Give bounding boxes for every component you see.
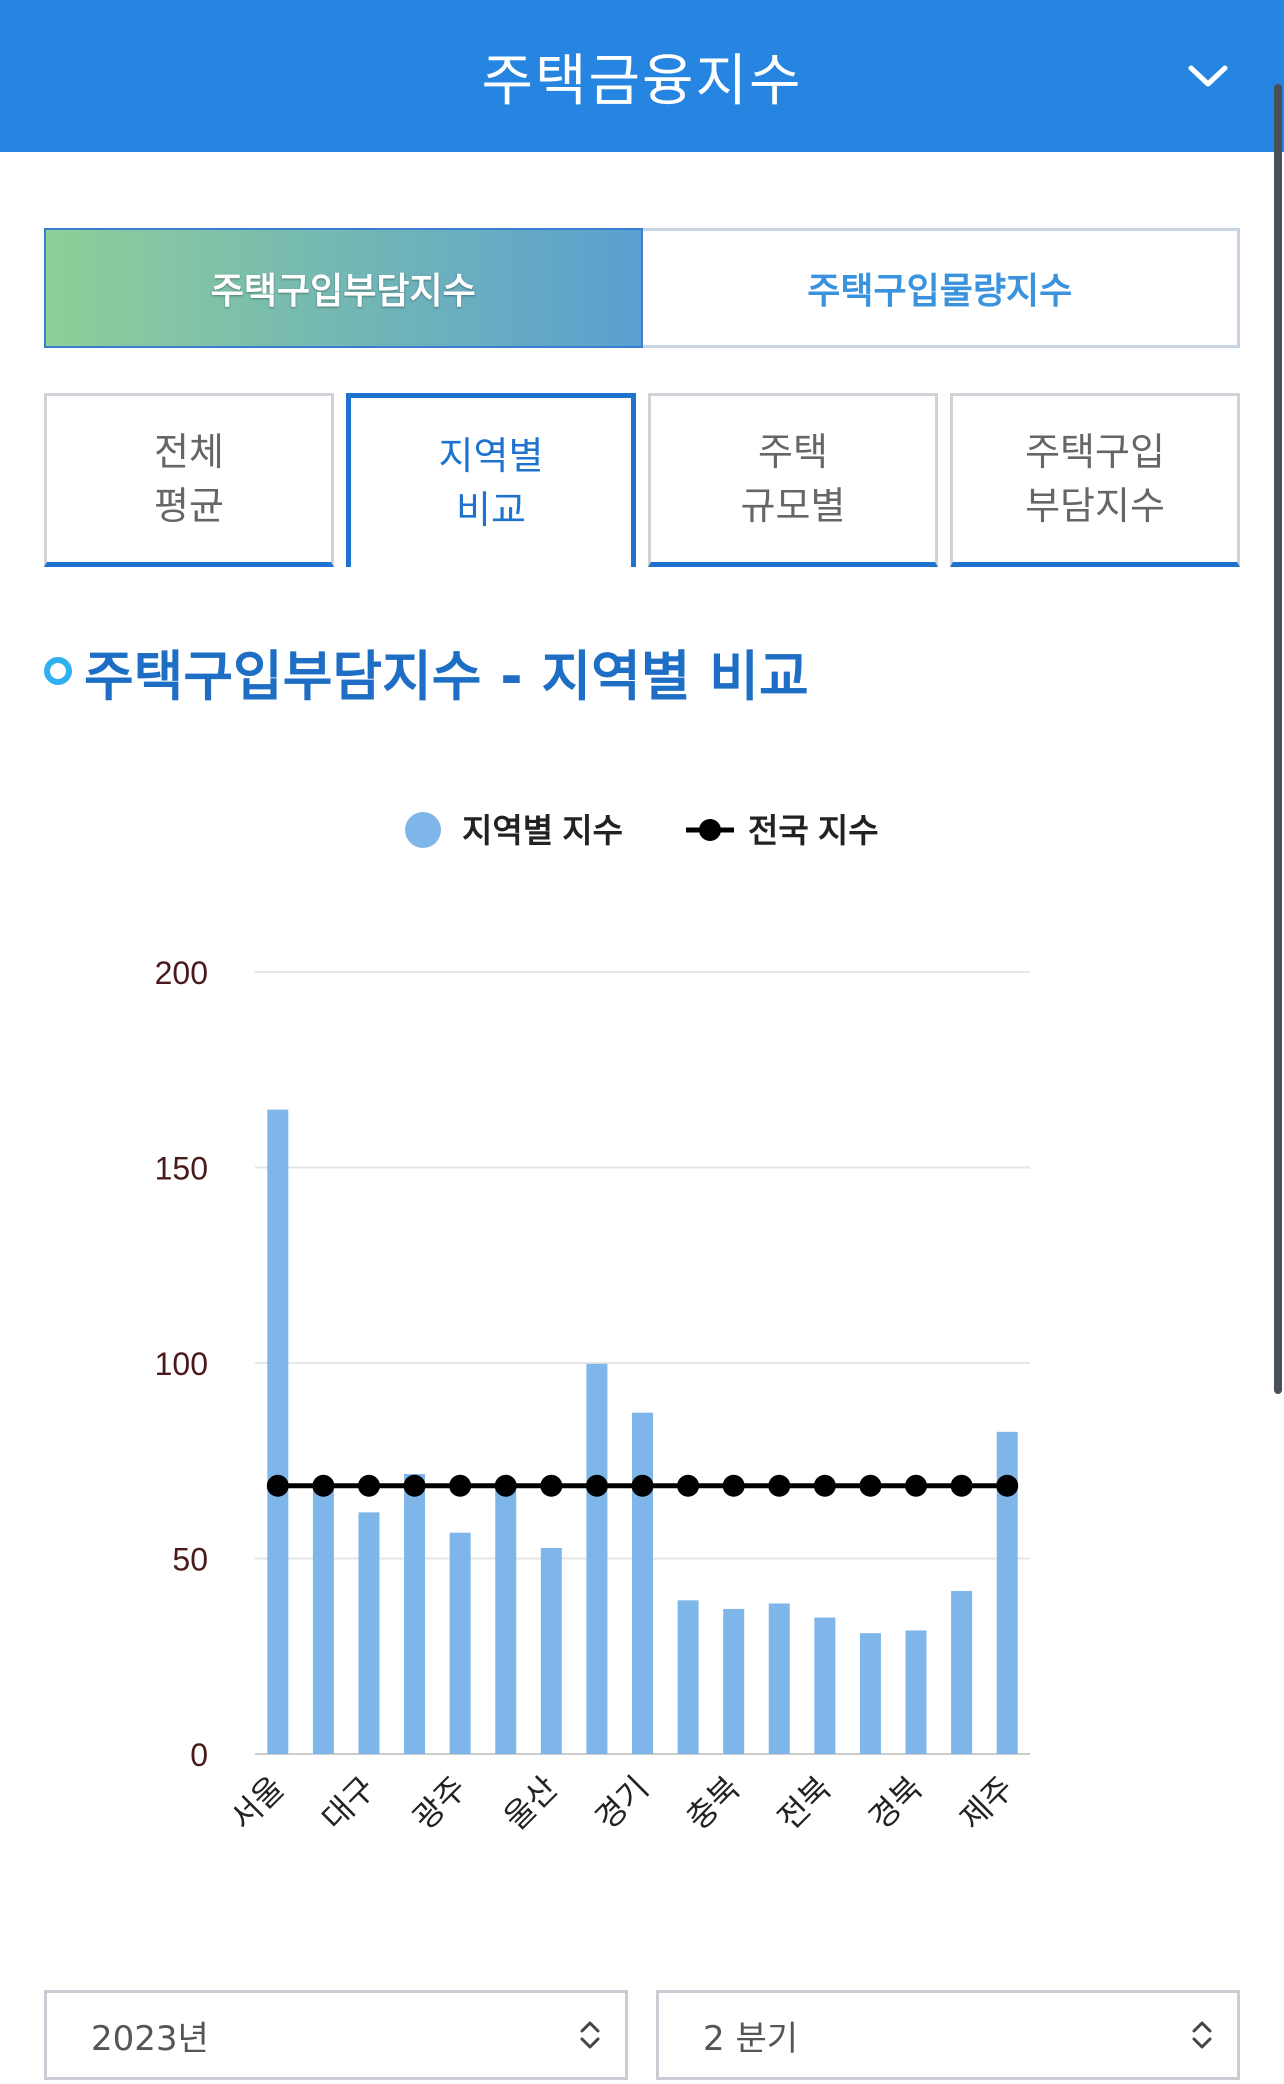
x-tick-label: 경기 [588, 1769, 655, 1836]
bar-경남 [951, 1590, 973, 1754]
national-index-point [312, 1474, 335, 1497]
bar-세종 [586, 1363, 608, 1754]
national-index-point [950, 1474, 973, 1497]
x-tick-label: 서울 [224, 1769, 291, 1836]
tab-by-housing-size[interactable]: 주택 규모별 [648, 393, 938, 567]
national-index-point [813, 1474, 836, 1497]
period-filters: 2023년 2 분기 [44, 1990, 1240, 2080]
tab-label-line2: 평균 [154, 484, 224, 528]
app-header: 주택금융지수 [0, 0, 1284, 152]
legend-line-label: 전국 지수 [748, 812, 879, 849]
national-index-point [357, 1474, 380, 1497]
legend-bar-label: 지역별 지수 [462, 812, 623, 849]
tab-regional-comparison[interactable]: 지역별 비교 [346, 393, 636, 567]
y-tick-label: 50 [172, 1542, 208, 1578]
y-tick-label: 150 [155, 1151, 208, 1187]
national-index-point [631, 1474, 654, 1497]
tab-overall-average[interactable]: 전체 평균 [44, 393, 334, 567]
x-tick-label: 전북 [771, 1769, 838, 1836]
bar-인천 [404, 1474, 426, 1754]
year-select[interactable]: 2023년 [44, 1990, 628, 2080]
bar-전북 [814, 1617, 836, 1754]
national-index-point [494, 1474, 517, 1497]
bar-충남 [768, 1603, 790, 1754]
tab-purchase-burden-index[interactable]: 주택구입부담지수 [44, 228, 643, 348]
legend-line-dot [699, 819, 721, 841]
view-tabs: 전체 평균 지역별 비교 주택 규모별 주택구입 부담지수 [44, 393, 1240, 567]
national-index-point [996, 1474, 1019, 1497]
national-index-point [768, 1474, 791, 1497]
year-select-value: 2023년 [91, 2018, 209, 2059]
tab-label-line1: 주택 [758, 430, 828, 474]
index-type-tabs: 주택구입부담지수 주택구입물량지수 [44, 228, 1240, 348]
page-title: 주택금융지수 [481, 48, 803, 114]
bar-서울 [267, 1109, 289, 1754]
tab-label-line2: 비교 [456, 487, 526, 532]
menu-toggle-button[interactable] [1184, 52, 1232, 100]
national-index-point [449, 1474, 472, 1497]
bar-강원 [677, 1600, 699, 1754]
bar-부산 [312, 1488, 334, 1754]
national-index-point [859, 1474, 882, 1497]
x-tick-label: 대구 [315, 1769, 382, 1836]
national-index-point [905, 1474, 928, 1497]
bar-제주 [996, 1431, 1018, 1754]
legend-bar-marker [405, 812, 441, 848]
bar-대전 [495, 1486, 517, 1754]
bar-경북 [905, 1630, 927, 1754]
y-tick-label: 0 [190, 1737, 208, 1773]
national-index-point [722, 1474, 745, 1497]
bar-전남 [859, 1633, 881, 1754]
x-tick-label: 경북 [862, 1769, 929, 1836]
select-updown-icon [580, 2021, 600, 2049]
quarter-select-value: 2 분기 [703, 2018, 798, 2059]
national-index-point [585, 1474, 608, 1497]
national-index-point [266, 1474, 289, 1497]
y-tick-label: 100 [155, 1346, 208, 1382]
tab-label-line2: 규모별 [740, 484, 846, 528]
bar-대구 [358, 1512, 380, 1754]
regional-index-chart: 0 50 100 150 200 서울 대구 광주 울산 경기 충북 전북 경북 제주 지역별 지수 전국 지… [155, 812, 1030, 1837]
bar-충북 [723, 1608, 745, 1754]
tab-label-line1: 주택구입 [1025, 430, 1165, 474]
x-tick-label: 광주 [406, 1769, 473, 1836]
chevron-down-icon [1188, 65, 1228, 87]
bullet-icon [44, 657, 72, 685]
national-index-point [403, 1474, 426, 1497]
tab-label-line2: 부담지수 [1025, 484, 1165, 528]
tab-purchase-volume-index[interactable]: 주택구입물량지수 [642, 228, 1240, 348]
quarter-select[interactable]: 2 분기 [656, 1990, 1240, 2080]
select-updown-icon [1192, 2021, 1212, 2049]
x-tick-label: 울산 [497, 1769, 564, 1836]
section-title: 주택구입부담지수 - 지역별 비교 [84, 644, 809, 708]
bar-울산 [540, 1547, 562, 1754]
bar-경기 [632, 1412, 653, 1754]
tab-purchase-burden[interactable]: 주택구입 부담지수 [950, 393, 1240, 567]
x-tick-label: 충북 [680, 1769, 747, 1836]
section-heading: 주택구입부담지수 - 지역별 비교 [44, 636, 809, 708]
scrollbar[interactable] [1274, 84, 1282, 1394]
tab-label-line1: 지역별 [438, 433, 544, 478]
tab-label-line1: 전체 [154, 430, 224, 474]
bar-광주 [449, 1532, 471, 1754]
y-tick-label: 200 [155, 955, 208, 991]
national-index-point [677, 1474, 700, 1497]
national-index-point [540, 1474, 563, 1497]
x-tick-label: 제주 [953, 1769, 1020, 1836]
